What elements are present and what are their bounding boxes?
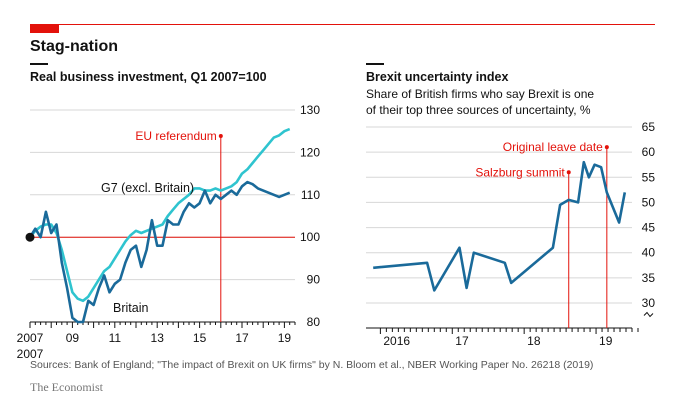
right-y-tick-label: 55 bbox=[642, 170, 656, 184]
left-y-tick-label: 80 bbox=[307, 315, 321, 329]
britain-series-label: Britain bbox=[113, 301, 148, 315]
right-y-tick-label: 35 bbox=[642, 271, 656, 285]
right-y-tick-label: 65 bbox=[642, 120, 656, 134]
right-y-tick-label: 30 bbox=[642, 296, 656, 310]
right-panel-subtitle: Share of British firms who say Brexit is… bbox=[366, 87, 595, 117]
left-y-tick-label: 110 bbox=[301, 188, 320, 202]
left-x-tick-label: 2007 bbox=[17, 331, 44, 345]
red-tab bbox=[30, 24, 59, 33]
investment-chart-plot: 80 90 100 110 120 130 2007 09 11 13 15 17 19 2007 EU r… bbox=[17, 103, 321, 361]
main-title: Stag-nation bbox=[30, 38, 118, 55]
left-x-tick-label: 17 bbox=[235, 331, 249, 345]
footer-sources: Sources: Bank of England; "The impact of… bbox=[30, 359, 594, 371]
right-y-tick-label: 45 bbox=[642, 221, 656, 235]
original-leave-date-marker bbox=[604, 145, 609, 150]
original-leave-date-label: Original leave date bbox=[503, 140, 603, 154]
right-y-tick-label: 40 bbox=[642, 246, 656, 260]
right-axis-break bbox=[643, 311, 654, 318]
left-x-tick-label: 11 bbox=[109, 331, 122, 345]
right-y-tick-label: 50 bbox=[642, 195, 656, 209]
right-x-tick-label: 2016 bbox=[383, 334, 410, 348]
salzburg-summit-label: Salzburg summit bbox=[475, 165, 565, 179]
uncertainty-chart-plot: 30 35 40 45 50 55 60 65 2016 17 18 19 Original leave… bbox=[366, 120, 655, 348]
right-panel-title: Brexit uncertainty index bbox=[366, 70, 509, 84]
left-series-line-0 bbox=[28, 180, 291, 324]
left-x-tick-label: 09 bbox=[66, 331, 80, 345]
right-x-tick-label: 18 bbox=[527, 334, 541, 348]
left-y-tick-label: 100 bbox=[300, 230, 320, 244]
eu-referendum-marker bbox=[218, 134, 223, 138]
left-y-tick-label: 90 bbox=[307, 273, 321, 287]
g7-series-label: G7 (excl. Britain) bbox=[101, 181, 194, 195]
eu-referendum-label: EU referendum bbox=[135, 129, 216, 143]
right-panel-rule bbox=[366, 63, 384, 65]
left-x-tick-label: 19 bbox=[278, 331, 292, 345]
top-rule bbox=[30, 24, 655, 25]
uncertainty-series-line bbox=[373, 160, 627, 292]
footer-brand: The Economist bbox=[30, 380, 103, 394]
left-x-tick-label: 15 bbox=[193, 331, 207, 345]
left-series-line-1 bbox=[28, 127, 291, 303]
right-x-tick-label: 19 bbox=[599, 334, 613, 348]
right-y-tick-label: 60 bbox=[642, 145, 656, 159]
left-x-tick-label: 13 bbox=[151, 331, 165, 345]
salzburg-summit-marker bbox=[566, 170, 571, 175]
left-start-dot bbox=[25, 232, 35, 242]
left-panel-rule bbox=[30, 63, 48, 65]
left-y-tick-label: 120 bbox=[300, 145, 320, 159]
left-x-secondary-label: 2007 bbox=[17, 347, 44, 361]
left-panel-title: Real business investment, Q1 2007=100 bbox=[30, 70, 267, 84]
right-x-tick-label: 17 bbox=[455, 334, 469, 348]
left-y-tick-label: 130 bbox=[300, 103, 320, 117]
